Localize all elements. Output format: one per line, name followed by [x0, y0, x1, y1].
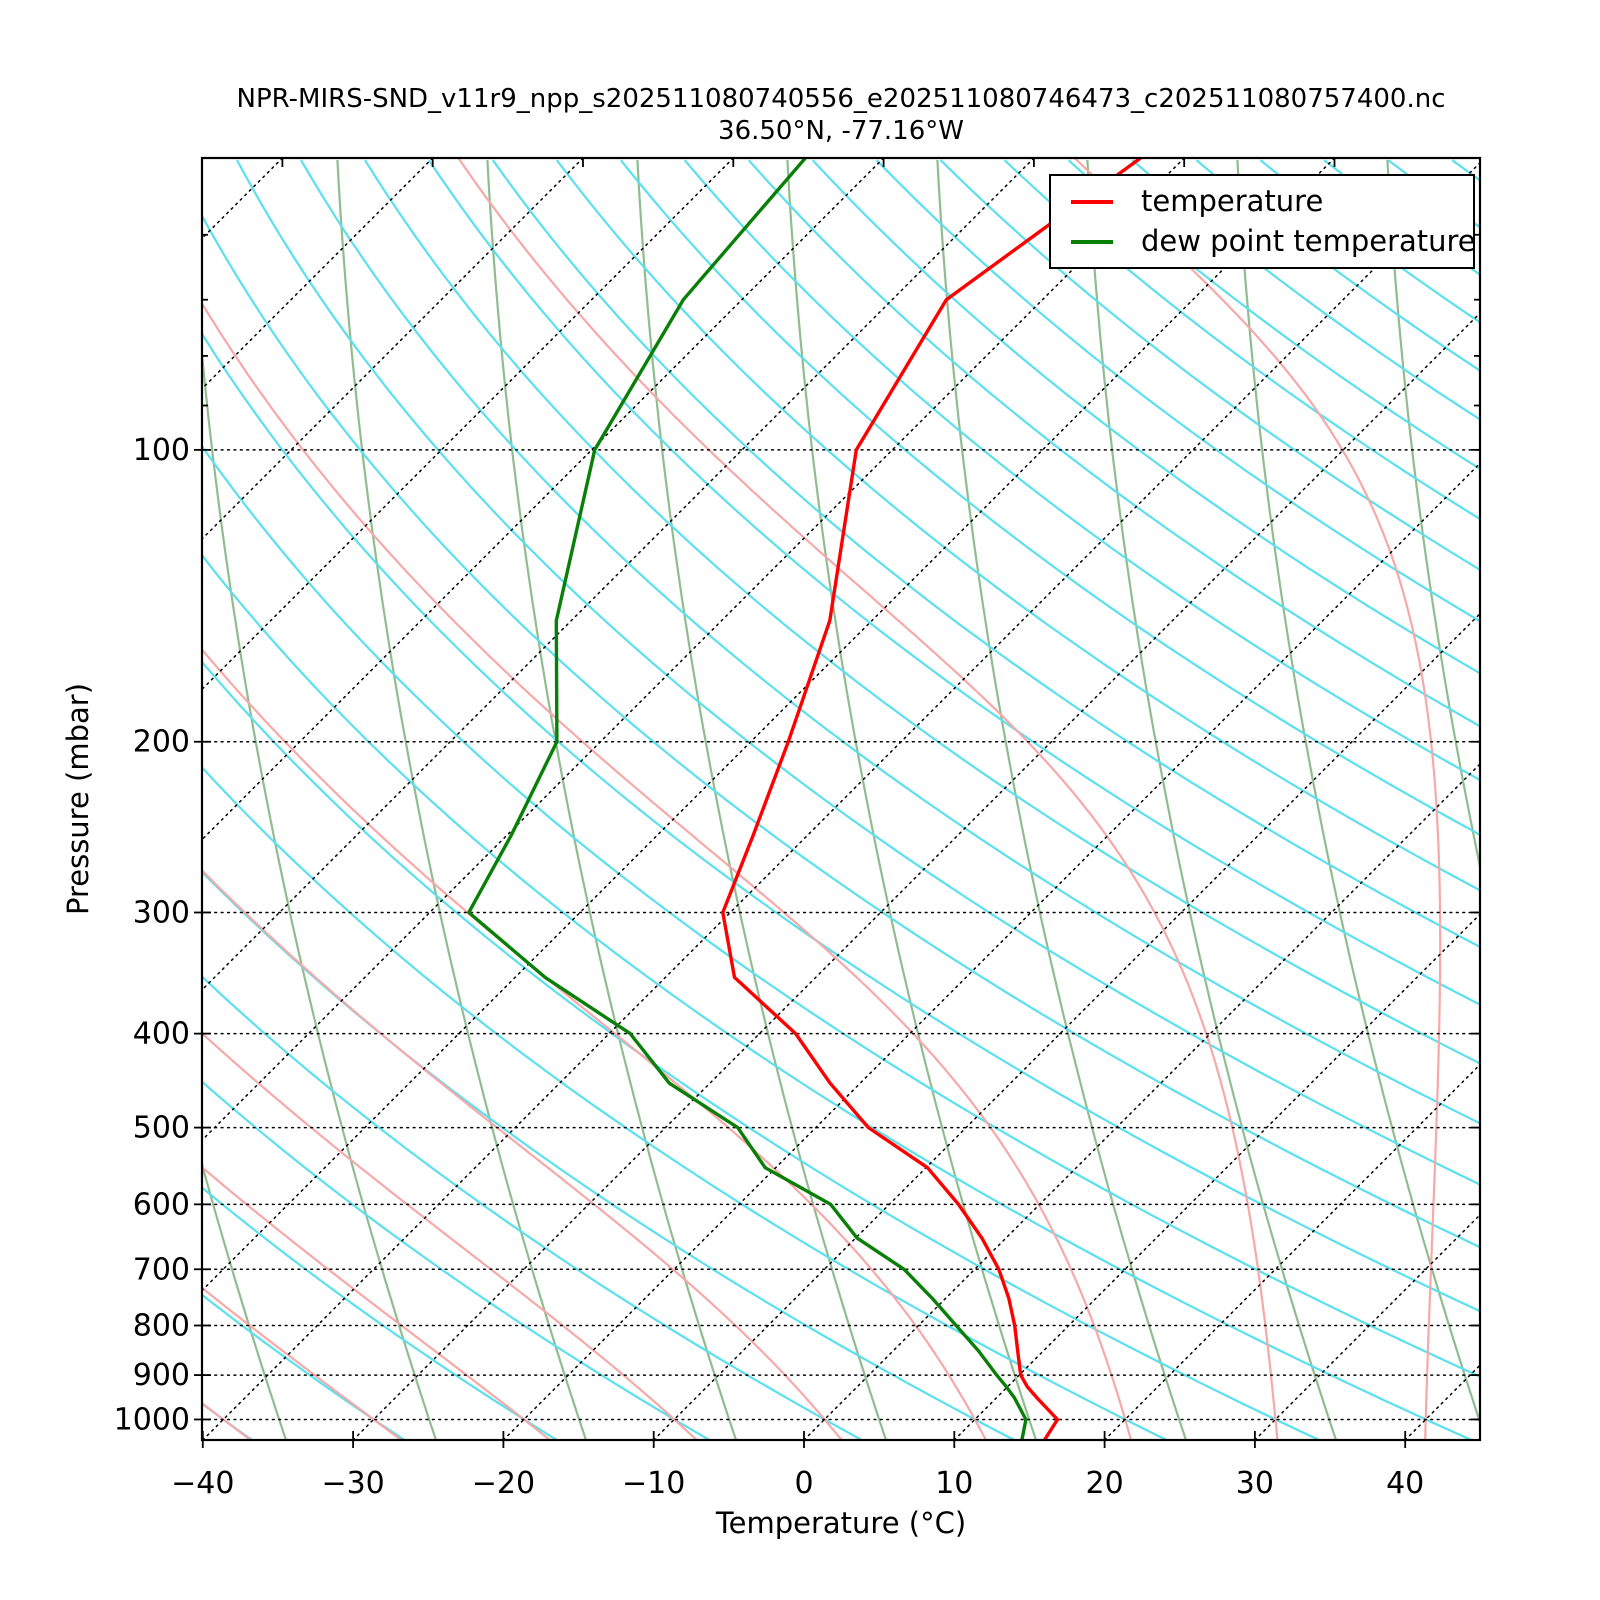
x-tick-label: 10 — [935, 1466, 973, 1501]
y-tick-label: 300 — [133, 895, 190, 930]
y-tick-label: 100 — [133, 433, 190, 468]
legend-label-dewpoint: dew point temperature — [1141, 224, 1476, 258]
x-tick-label: 40 — [1386, 1466, 1424, 1501]
y-tick-label: 900 — [133, 1358, 190, 1393]
isobar-gridlines — [202, 449, 1480, 1421]
temperature-line — [721, 158, 1142, 1440]
y-tick-label: 600 — [133, 1187, 190, 1222]
x-tick-label: −10 — [622, 1466, 685, 1501]
temperature-line-sample — [1071, 199, 1113, 204]
x-tick-label: 20 — [1086, 1466, 1124, 1501]
dewpoint-line-sample — [1071, 239, 1113, 244]
page-title: NPR-MIRS-SND_v11r9_npp_s202511080740556_… — [236, 84, 1446, 114]
y-tick-label: 500 — [133, 1111, 190, 1146]
y-tick-label: 200 — [133, 725, 190, 760]
dry-adiabat-lines — [202, 159, 1480, 1440]
axis-ticks — [194, 158, 1480, 1448]
x-tick-label: 0 — [794, 1466, 813, 1501]
x-tick-label: 30 — [1236, 1466, 1274, 1501]
dewpoint-temperature-line — [467, 158, 1028, 1440]
legend-box: temperature dew point temperature — [1049, 174, 1476, 269]
y-tick-label: 800 — [133, 1308, 190, 1343]
x-tick-label: −30 — [321, 1466, 384, 1501]
x-axis-label: Temperature (°C) — [715, 1506, 967, 1540]
legend-item-temperature: temperature — [1051, 187, 1473, 216]
x-tick-label: −20 — [472, 1466, 535, 1501]
y-tick-label: 1000 — [114, 1402, 190, 1437]
x-tick-label: −40 — [171, 1466, 234, 1501]
y-axis-label: Pressure (mbar) — [61, 682, 95, 916]
legend-item-dewpoint: dew point temperature — [1051, 224, 1476, 258]
axis-frame — [200, 156, 1482, 1442]
location-subtitle: 36.50°N, -77.16°W — [718, 116, 964, 146]
legend-label-temperature: temperature — [1141, 184, 1324, 218]
y-tick-label: 700 — [133, 1252, 190, 1287]
green-reference-lines — [202, 159, 1480, 1440]
y-tick-label: 400 — [133, 1017, 190, 1052]
y-tick-labels: 100 200 300 400 500 600 700 800 900 1000 — [114, 433, 190, 1438]
isotherm-gridlines — [202, 158, 1480, 1440]
moist-adiabat-lines — [202, 158, 1442, 1440]
sounding-profiles — [467, 158, 1142, 1440]
x-tick-labels: −40 −30 −20 −10 0 10 20 30 40 — [171, 1466, 1424, 1501]
